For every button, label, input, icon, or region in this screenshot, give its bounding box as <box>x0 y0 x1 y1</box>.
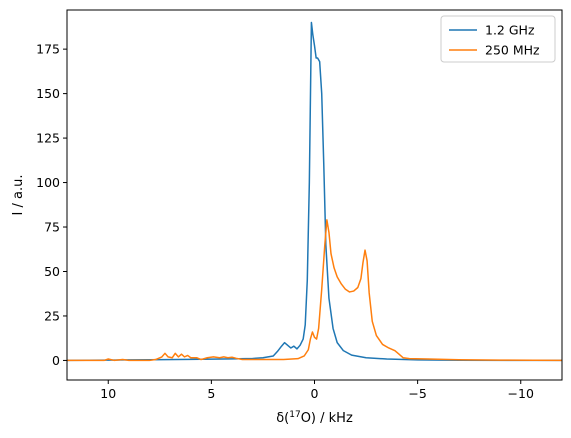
plot-lines <box>67 21 562 362</box>
y-tick-label: 100 <box>36 175 60 190</box>
x-tick-label: −5 <box>408 386 426 401</box>
plot-frame <box>66 9 563 381</box>
x-tick-label: 10 <box>100 386 116 401</box>
legend: 1.2 GHz 250 MHz <box>440 15 556 63</box>
x-axis-label-superscript: 17 <box>289 410 300 420</box>
y-tick-label: 50 <box>44 264 60 279</box>
x-tick-label: 0 <box>311 386 319 401</box>
legend-label: 250 MHz <box>485 43 540 58</box>
x-tick-label: 5 <box>207 386 215 401</box>
y-axis-ticks: 0 25 50 75 100 125 150 175 <box>36 42 67 368</box>
y-tick-label: 150 <box>36 86 60 101</box>
x-axis-label-suffix: O) / kHz <box>301 411 353 426</box>
y-tick-label: 25 <box>44 308 60 323</box>
x-axis-label-prefix: δ( <box>276 411 289 426</box>
y-tick-label: 125 <box>36 131 60 146</box>
x-axis-ticks: 10 5 0 −5 −10 <box>100 380 534 401</box>
y-tick-label: 75 <box>44 220 60 235</box>
series-line-2 <box>67 219 562 362</box>
series-line-1 <box>67 21 562 362</box>
y-axis-label: I / a.u. <box>11 175 26 216</box>
y-tick-label: 175 <box>36 42 60 57</box>
x-tick-label: −10 <box>508 386 534 401</box>
y-tick-label: 0 <box>52 353 60 368</box>
x-axis-label: δ(17O) / kHz <box>276 410 353 426</box>
legend-label: 1.2 GHz <box>485 23 535 38</box>
